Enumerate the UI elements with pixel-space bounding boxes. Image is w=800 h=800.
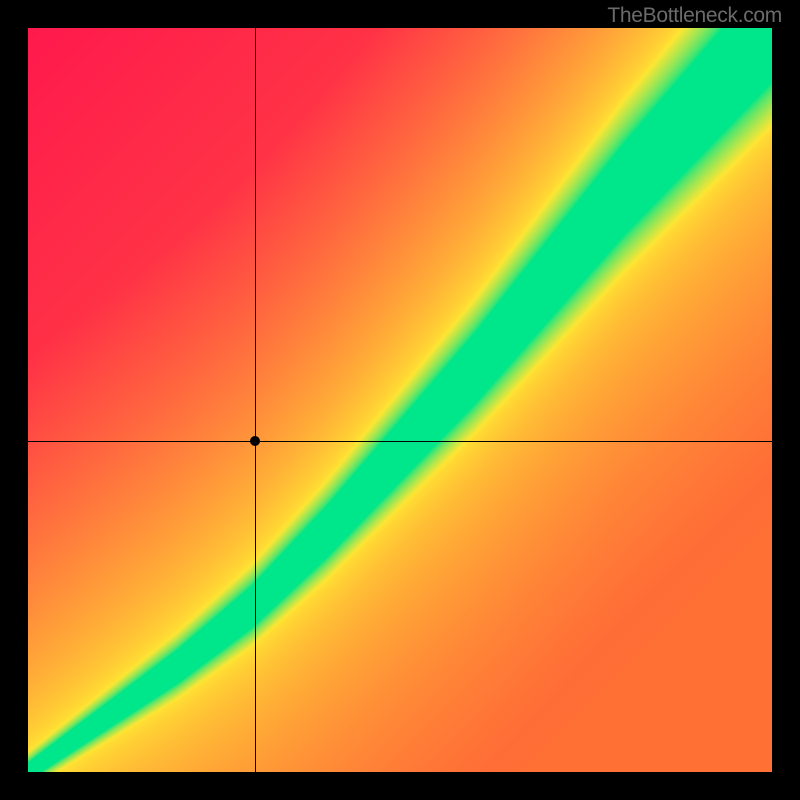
heatmap-canvas	[28, 28, 772, 772]
plot-area	[28, 28, 772, 772]
crosshair-vertical	[255, 28, 256, 772]
watermark-text: TheBottleneck.com	[607, 4, 782, 28]
crosshair-marker	[250, 436, 260, 446]
chart-container: TheBottleneck.com	[0, 0, 800, 800]
crosshair-horizontal	[28, 441, 772, 442]
